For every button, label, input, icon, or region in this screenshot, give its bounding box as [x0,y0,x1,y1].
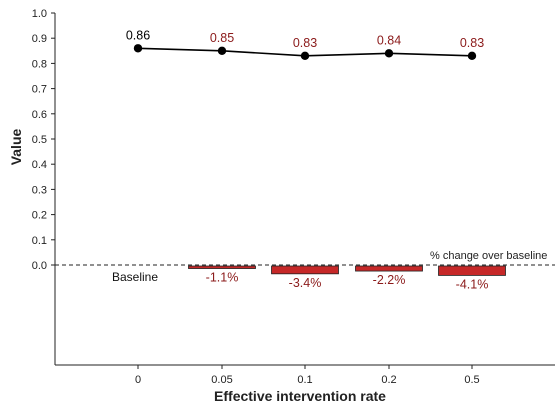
change-bar-label: -2.2% [373,273,406,287]
y-axis-title: Value [8,129,24,166]
series-line: 0.86 0.85 0.83 0.84 0.83 [126,28,484,61]
data-point-label: 0.83 [460,36,484,50]
x-tick-label: 0 [135,374,141,386]
change-bar [271,265,339,275]
x-tick-label: 0.2 [381,374,396,386]
axes [54,13,555,366]
data-point-label: 0.86 [126,28,150,42]
data-point-label: 0.84 [377,33,401,47]
y-tick-label: 0.7 [32,84,47,96]
x-tick-label: 0.05 [211,374,232,386]
y-tick-label: 1.0 [32,8,47,20]
change-bar [355,265,423,272]
y-ticks: 0.0 0.1 0.2 0.3 0.4 0.5 0.6 0.7 0.8 0.9 1.0 [32,8,55,272]
y-tick-label: 0.6 [32,109,47,121]
y-tick-label: 0.8 [32,58,47,70]
change-bar-label: -1.1% [206,271,239,285]
x-axis-title: Effective intervention rate [214,388,386,404]
change-bar-label: -3.4% [289,276,322,290]
data-point [467,51,477,61]
data-point [217,46,227,55]
data-point [384,49,394,58]
data-point-label: 0.83 [293,36,317,50]
x-tick-label: 0.1 [297,374,312,386]
x-ticks: 0 0.05 0.1 0.2 0.5 [135,365,480,386]
y-tick-label: 0.5 [32,134,47,146]
data-point-label: 0.85 [210,31,234,45]
change-bar [438,265,506,276]
data-point [300,51,310,61]
change-bars: -1.1% -3.4% -2.2% -4.1% [188,265,506,291]
change-note: % change over baseline [430,250,547,262]
baseline-label: Baseline [112,270,158,284]
data-point [133,44,143,53]
y-tick-label: 0.4 [32,159,47,171]
y-tick-label: 0.2 [32,210,47,222]
y-tick-label: 0.1 [32,235,47,247]
change-bar-label: -4.1% [456,277,489,291]
x-tick-label: 0.5 [464,374,479,386]
y-tick-label: 0.9 [32,33,47,45]
change-bar [188,265,256,269]
y-tick-label: 0.3 [32,184,47,196]
y-tick-label: 0.0 [32,260,47,272]
